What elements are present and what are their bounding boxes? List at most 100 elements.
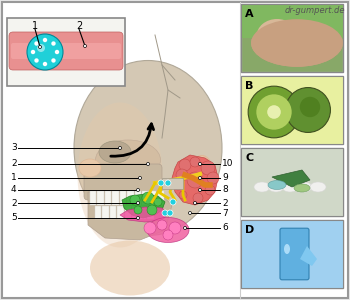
FancyBboxPatch shape [125,206,131,219]
Circle shape [198,188,202,191]
Circle shape [134,206,142,214]
Ellipse shape [196,162,208,184]
Text: 4: 4 [11,185,17,194]
FancyBboxPatch shape [157,191,164,205]
Circle shape [136,202,140,205]
Ellipse shape [284,244,290,254]
Circle shape [248,86,300,138]
FancyBboxPatch shape [142,191,149,205]
Ellipse shape [296,182,312,192]
Text: 1: 1 [32,21,38,31]
Text: 8: 8 [222,185,228,194]
Ellipse shape [74,61,222,235]
Circle shape [158,180,164,186]
FancyBboxPatch shape [97,191,104,205]
FancyBboxPatch shape [117,206,124,219]
Ellipse shape [96,140,161,180]
FancyBboxPatch shape [90,191,96,205]
Polygon shape [88,192,172,240]
Circle shape [165,180,171,186]
Circle shape [286,88,330,132]
FancyBboxPatch shape [9,32,123,70]
Ellipse shape [293,38,321,53]
FancyBboxPatch shape [132,206,139,219]
FancyBboxPatch shape [110,206,116,219]
Circle shape [179,191,187,199]
FancyBboxPatch shape [241,4,343,72]
Ellipse shape [268,181,286,190]
Circle shape [201,161,215,175]
Circle shape [43,62,47,66]
Polygon shape [120,207,168,222]
Circle shape [207,172,219,184]
Circle shape [34,41,39,46]
FancyBboxPatch shape [241,76,343,144]
FancyBboxPatch shape [147,206,154,219]
Circle shape [176,169,188,181]
Ellipse shape [294,184,310,192]
Text: 2: 2 [11,199,17,208]
Ellipse shape [90,241,170,296]
FancyBboxPatch shape [84,164,162,200]
FancyBboxPatch shape [150,191,156,205]
Ellipse shape [251,19,343,67]
Circle shape [189,212,191,214]
FancyBboxPatch shape [241,220,343,288]
FancyBboxPatch shape [241,148,343,216]
FancyBboxPatch shape [140,206,146,219]
FancyBboxPatch shape [7,18,125,86]
Circle shape [267,105,281,119]
Circle shape [190,157,200,167]
Text: dr-gumpert.de: dr-gumpert.de [285,6,345,15]
Circle shape [34,58,39,63]
Circle shape [27,34,63,70]
Circle shape [139,176,141,179]
Ellipse shape [251,19,343,67]
Ellipse shape [254,182,270,192]
Text: 10: 10 [222,160,233,169]
FancyBboxPatch shape [241,220,343,288]
FancyBboxPatch shape [11,43,121,59]
Circle shape [37,44,45,52]
FancyBboxPatch shape [105,191,111,205]
FancyBboxPatch shape [280,228,309,280]
Text: C: C [245,153,253,163]
Text: D: D [245,225,254,235]
Ellipse shape [77,103,162,248]
Circle shape [157,220,167,230]
Circle shape [154,198,162,206]
FancyBboxPatch shape [127,191,134,205]
Polygon shape [300,246,317,266]
Polygon shape [172,155,218,205]
Ellipse shape [147,218,189,242]
Circle shape [194,202,196,205]
Polygon shape [272,170,310,187]
Circle shape [136,217,140,220]
Circle shape [162,210,168,216]
Circle shape [43,38,47,42]
Text: 3: 3 [11,143,17,152]
Circle shape [169,222,181,234]
Circle shape [179,159,191,171]
Ellipse shape [310,182,326,192]
Text: A: A [245,9,254,19]
Circle shape [193,193,203,203]
Text: 5: 5 [11,214,17,223]
Ellipse shape [99,141,131,163]
Circle shape [170,199,176,205]
Text: 2: 2 [76,21,82,31]
FancyBboxPatch shape [102,206,109,219]
Ellipse shape [257,19,298,53]
FancyBboxPatch shape [120,191,126,205]
FancyBboxPatch shape [112,191,119,205]
Circle shape [31,50,35,54]
FancyBboxPatch shape [95,206,101,219]
Circle shape [136,188,140,191]
Circle shape [187,172,203,188]
Circle shape [144,222,156,234]
Circle shape [147,205,157,215]
FancyBboxPatch shape [241,76,343,144]
Circle shape [51,58,56,63]
Circle shape [256,94,292,130]
Circle shape [130,195,140,205]
